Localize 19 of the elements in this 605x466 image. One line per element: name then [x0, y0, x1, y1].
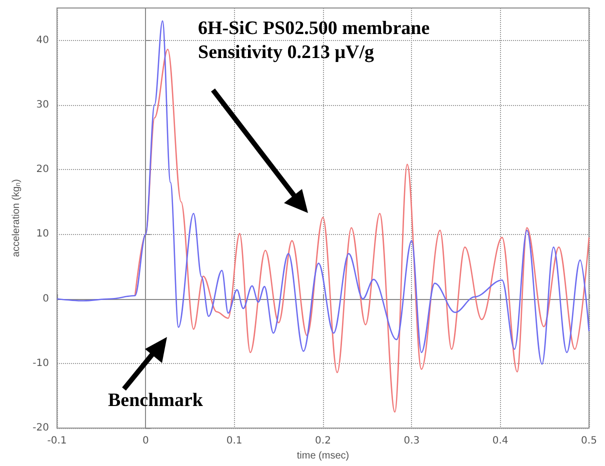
y-tick-label: 30	[36, 99, 49, 110]
y-tick-label: 40	[36, 34, 49, 46]
y-tick-label: -10	[32, 358, 49, 369]
x-tick-label: 0.4	[492, 436, 508, 447]
annotation: Benchmark	[108, 390, 203, 412]
y-tick-label: 10	[36, 228, 49, 240]
x-tick-label: 0.5	[581, 436, 597, 447]
annotation: 6H-SiC PS02.500 membrane	[198, 18, 430, 40]
x-tick-label: 0.3	[404, 436, 420, 447]
x-tick-label: 0.1	[226, 436, 242, 447]
x-tick-label: 0	[142, 436, 149, 447]
line-series	[56, 20, 590, 365]
y-tick-label: -20	[32, 422, 49, 434]
x-tick-label: -0.1	[47, 436, 67, 447]
y-tick-label: 20	[36, 164, 49, 176]
y-tick-label: 0	[42, 293, 49, 304]
x-tick-label: 0.2	[315, 436, 331, 447]
annotation: Sensitivity 0.213 μV/g	[198, 42, 374, 64]
x-axis-title: time (msec)	[296, 450, 350, 462]
